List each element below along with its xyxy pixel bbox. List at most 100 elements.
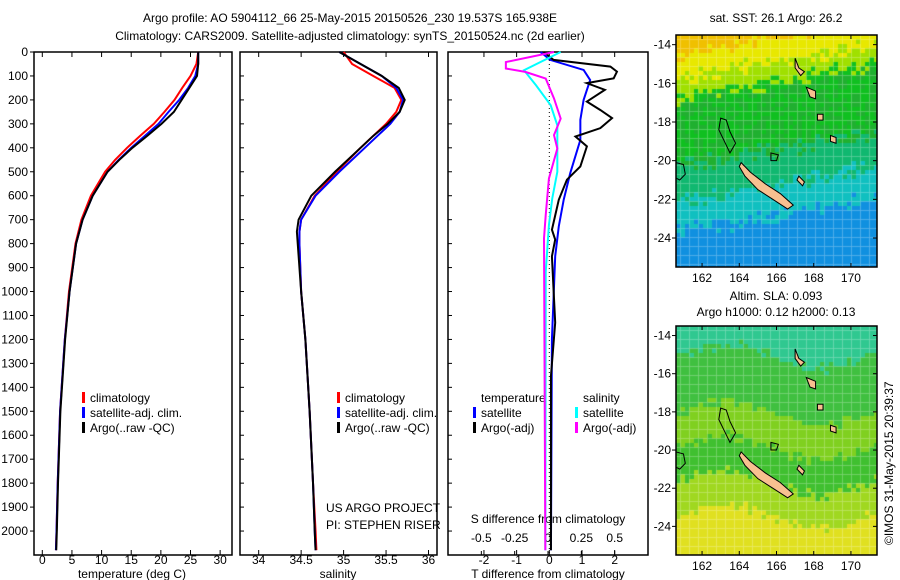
legend-argo: Argo(..raw -QC) [90, 421, 175, 435]
lat-tick-label: -16 [654, 76, 672, 90]
legend-t-satellite: satellite [481, 406, 522, 420]
x-tick-label: 5 [69, 553, 76, 567]
island [829, 424, 837, 434]
x-tick-label: 25 [184, 553, 198, 567]
credit-label: ©IMOS 31-May-2015 20:39:37 [882, 381, 896, 545]
title-line1: Argo profile: AO 5904112_66 25-May-2015 … [143, 11, 557, 25]
temperature-axes-frame [33, 51, 233, 556]
series-argo [295, 51, 406, 551]
y-tick-label: 1500 [1, 404, 28, 418]
argo-height-title: Argo h1000: 0.12 h2000: 0.13 [697, 305, 856, 319]
sst-map-frame [675, 34, 878, 268]
legend-climatology: climatology [345, 391, 405, 405]
island [794, 348, 806, 367]
lat-tick-label: -22 [654, 192, 672, 206]
lon-tick-label: 170 [841, 559, 861, 573]
difference-legend: temperature salinity satellite Argo(-adj… [473, 391, 636, 435]
x-tick-label: 34.5 [289, 553, 313, 567]
lon-tick-label: 162 [692, 559, 712, 573]
legend-s-satellite: satellite [583, 406, 624, 420]
legend-swatch-argo [337, 422, 340, 433]
sla-map-title: Altim. SLA: 0.093 [730, 289, 823, 303]
y-tick-label: 500 [8, 165, 28, 179]
x-tick-label: -1 [511, 553, 522, 567]
legend-swatch-climatology [337, 392, 340, 403]
lon-tick-label: 168 [804, 271, 824, 285]
legend-t-argo: Argo(-adj) [481, 421, 534, 435]
island [829, 134, 837, 144]
legend-swatch-climatology [82, 392, 85, 403]
s-tick-label: -0.25 [501, 531, 529, 545]
legend-salinity-heading: salinity [583, 391, 620, 405]
sst-map-field [676, 35, 877, 267]
coastline [718, 117, 737, 155]
island [796, 464, 806, 476]
y-tick-label: 1900 [1, 500, 28, 514]
legend-swatch-s-satellite [575, 407, 578, 418]
y-tick-label: 1000 [1, 285, 28, 299]
legend-temperature-heading: temperature [481, 391, 546, 405]
y-tick-label: 0 [21, 45, 28, 59]
island [794, 58, 806, 77]
legend-argo: Argo(..raw -QC) [345, 421, 430, 435]
lat-tick-label: -18 [654, 405, 672, 419]
pi-label: PI: STEPHEN RISER [326, 518, 441, 532]
island [816, 113, 824, 121]
s-tick-label: 0 [545, 531, 552, 545]
y-tick-label: 900 [8, 261, 28, 275]
lon-tick-label: 166 [766, 271, 786, 285]
series-t-argo [543, 51, 619, 551]
legend-swatch-t-argo [473, 422, 476, 433]
lat-tick-label: -20 [654, 154, 672, 168]
coastline [770, 441, 780, 451]
lat-tick-label: -20 [654, 443, 672, 457]
y-tick-label: 300 [8, 117, 28, 131]
legend-satellite: satellite-adj. clim. [90, 406, 182, 420]
legend-swatch-s-argo [575, 422, 578, 433]
x-tick-label: 35 [337, 553, 351, 567]
title-line2: Climatology: CARS2009. Satellite-adjuste… [115, 29, 585, 43]
island [738, 451, 795, 499]
lat-tick-label: -16 [654, 367, 672, 381]
island [805, 86, 817, 100]
island [796, 175, 806, 187]
legend-s-argo: Argo(-adj) [583, 421, 636, 435]
series-s-argo [504, 51, 562, 551]
legend-satellite: satellite-adj. clim. [345, 406, 437, 420]
lon-tick-label: 170 [841, 271, 861, 285]
coastline [718, 407, 737, 444]
x-tick-label: 20 [154, 553, 168, 567]
project-label: US ARGO PROJECT [326, 501, 441, 515]
sst-map-title: sat. SST: 26.1 Argo: 26.2 [710, 11, 843, 25]
lat-tick-label: -14 [654, 329, 672, 343]
t-diff-xlabel: T difference from climatology [471, 567, 625, 580]
series-satellite-adj-clim- [298, 51, 405, 551]
series-s-satellite [522, 51, 562, 551]
x-tick-label: 10 [95, 553, 109, 567]
s-tick-label: 0.5 [606, 531, 623, 545]
legend-swatch-satellite [337, 407, 340, 418]
lon-tick-label: 164 [729, 271, 749, 285]
y-tick-label: 100 [8, 69, 28, 83]
lon-tick-label: 162 [692, 271, 712, 285]
lon-tick-label: 164 [729, 559, 749, 573]
lat-tick-label: -24 [654, 231, 672, 245]
y-tick-label: 800 [8, 237, 28, 251]
x-tick-label: 15 [125, 553, 139, 567]
difference-axes-frame [447, 51, 649, 556]
s-tick-label: -0.5 [471, 531, 492, 545]
x-tick-label: 0 [39, 553, 46, 567]
y-tick-label: 700 [8, 213, 28, 227]
lon-tick-label: 166 [766, 559, 786, 573]
y-tick-label: 1100 [2, 308, 28, 322]
x-tick-label: 2 [611, 553, 618, 567]
temperature-xlabel: temperature (deg C) [78, 567, 186, 580]
y-tick-label: 1200 [1, 332, 28, 346]
series-climatology [54, 51, 200, 551]
island [738, 161, 795, 210]
y-tick-label: 1300 [1, 356, 28, 370]
lon-tick-label: 168 [804, 559, 824, 573]
x-tick-label: 1 [579, 553, 586, 567]
y-tick-label: 1600 [1, 428, 28, 442]
